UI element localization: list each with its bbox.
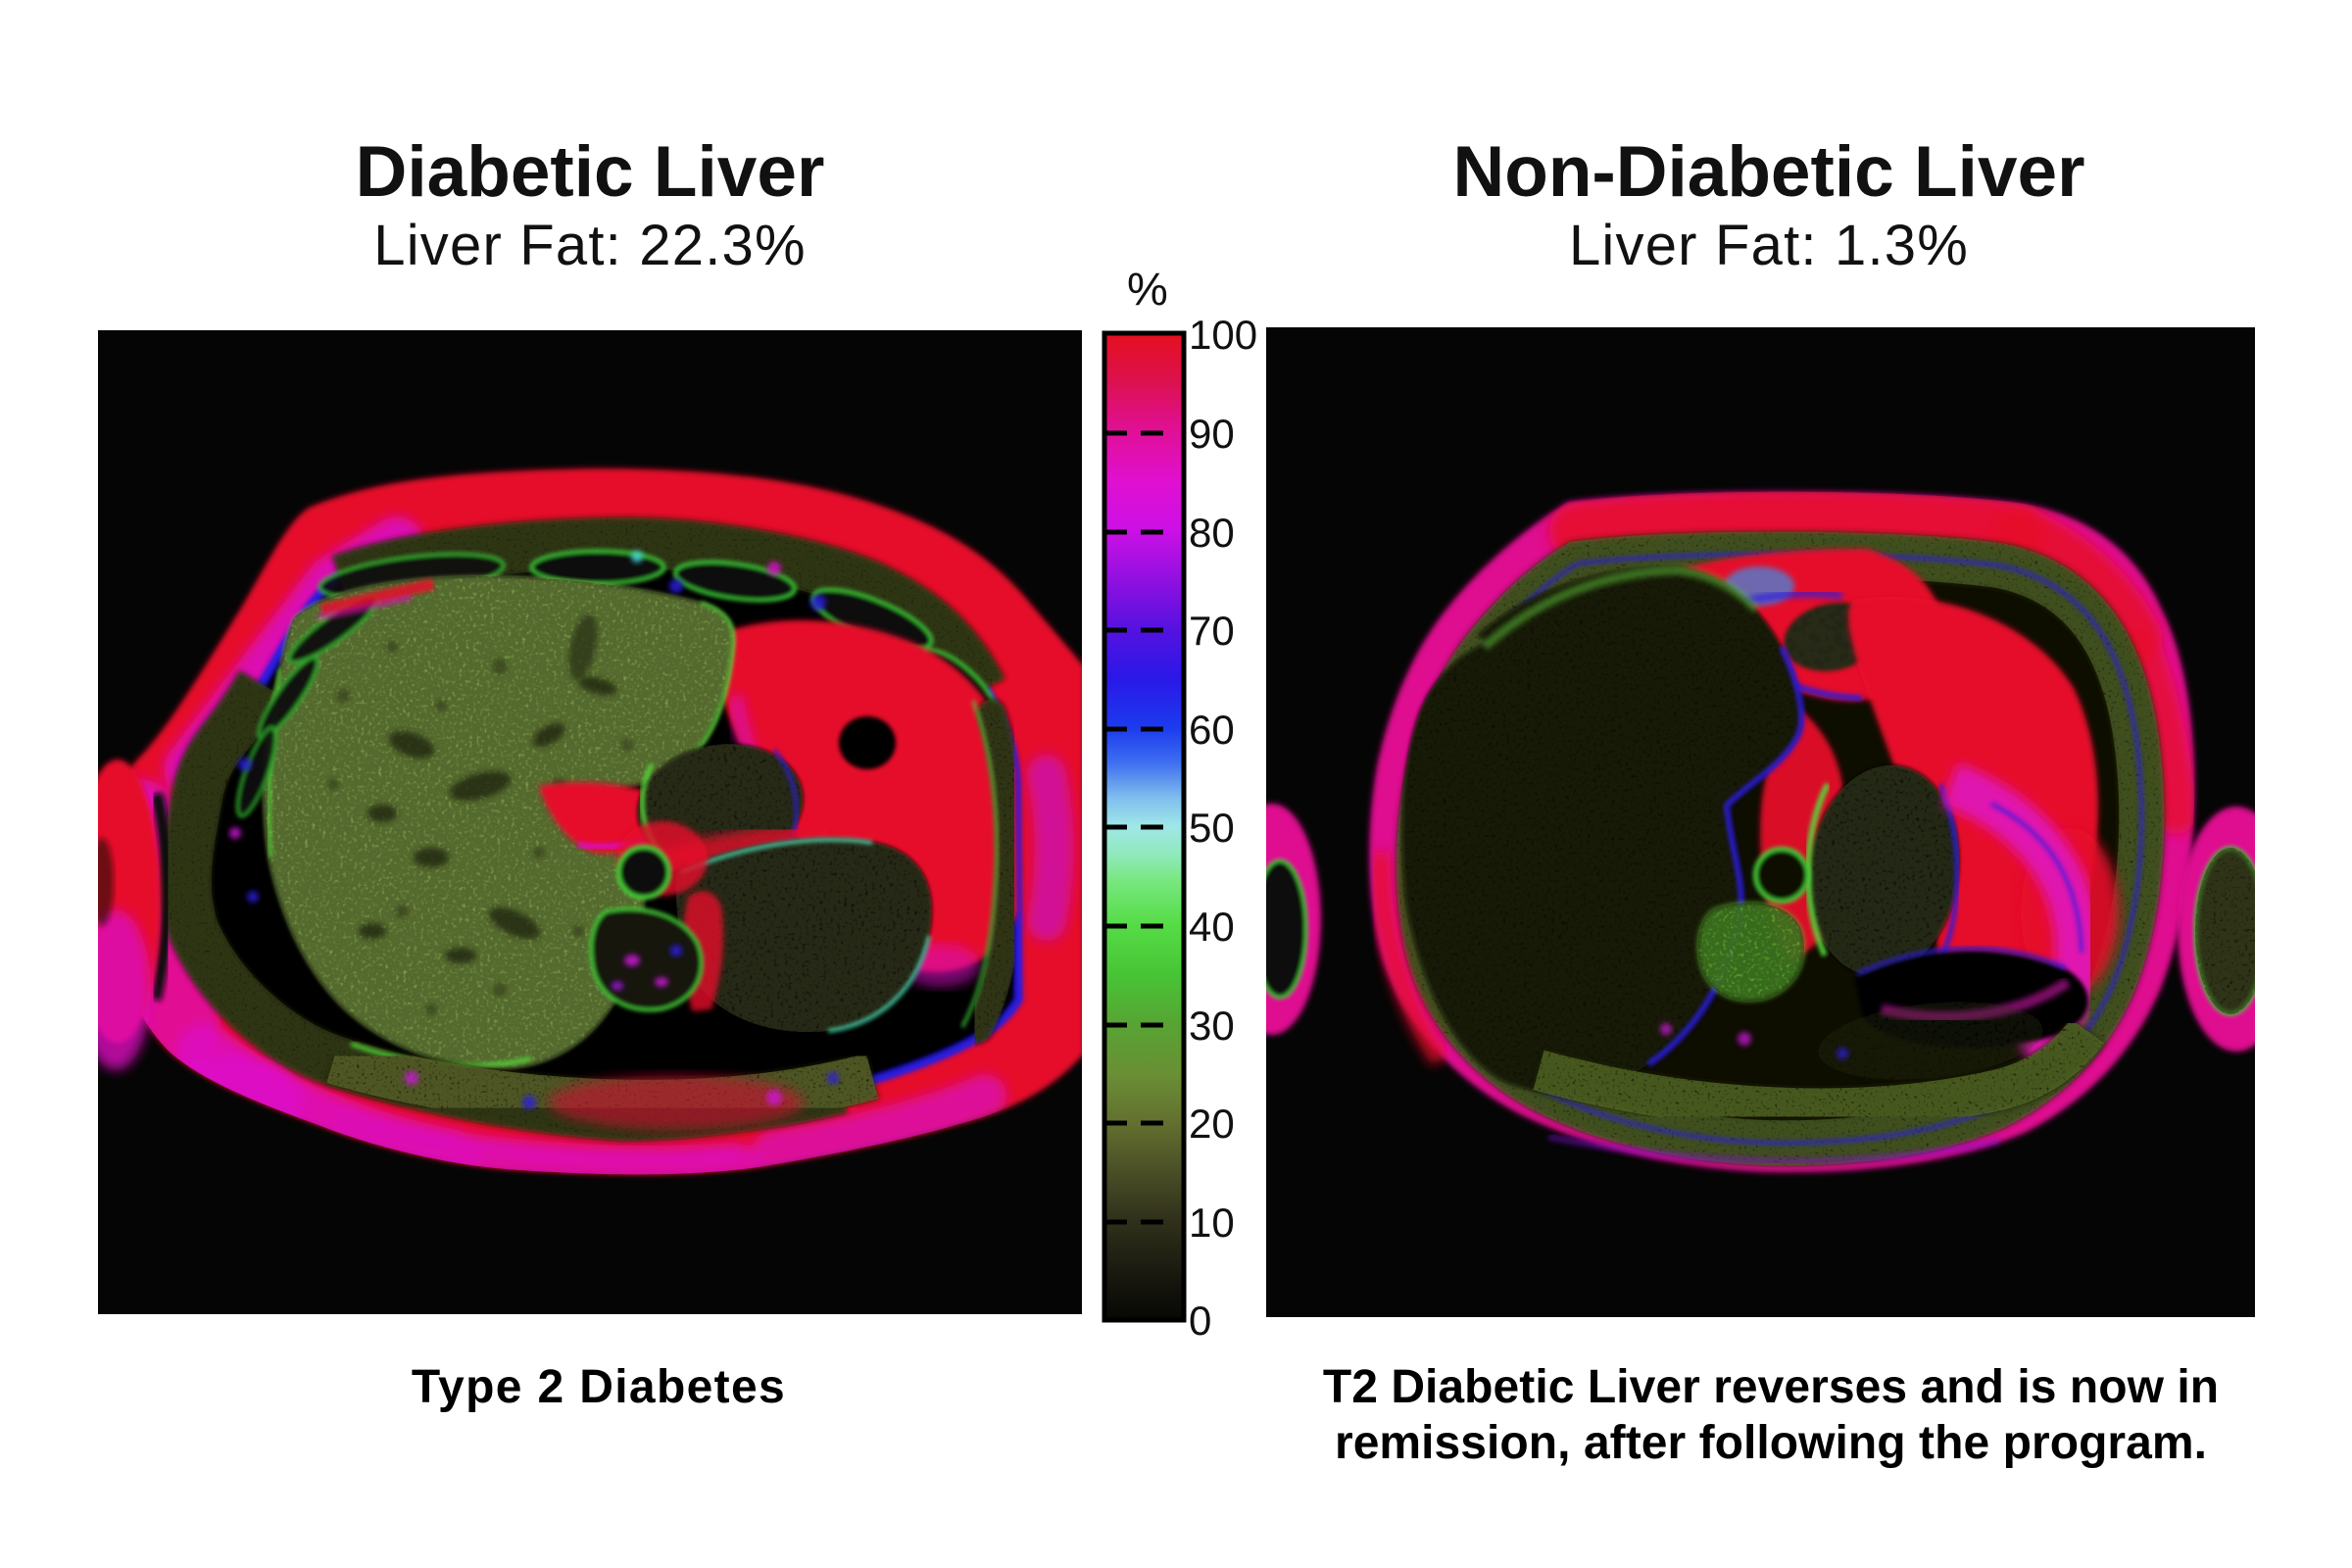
svg-text:0: 0 (1189, 1298, 1211, 1338)
svg-text:40: 40 (1189, 904, 1235, 950)
svg-text:100: 100 (1189, 312, 1257, 358)
svg-text:10: 10 (1189, 1200, 1235, 1246)
svg-text:%: % (1127, 263, 1168, 315)
svg-text:30: 30 (1189, 1003, 1235, 1049)
svg-text:60: 60 (1189, 707, 1235, 753)
svg-text:90: 90 (1189, 411, 1235, 457)
svg-text:70: 70 (1189, 608, 1235, 654)
svg-text:50: 50 (1189, 805, 1235, 851)
svg-text:80: 80 (1189, 510, 1235, 556)
svg-text:20: 20 (1189, 1101, 1235, 1147)
